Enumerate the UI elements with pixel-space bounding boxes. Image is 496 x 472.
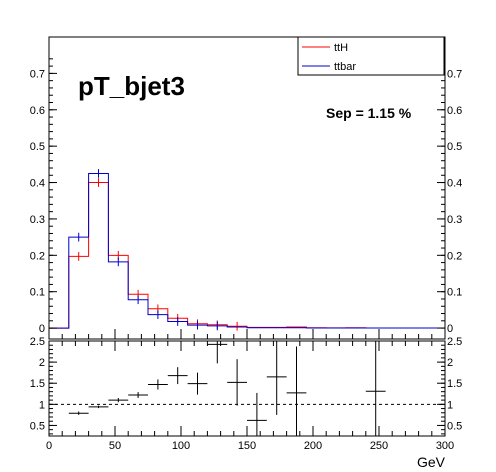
histogram-ttbar <box>49 172 446 329</box>
y-tick-label-left: 0 <box>39 323 45 335</box>
x-tick-label: 250 <box>370 440 388 452</box>
ratio-y-tick-label-left: 1 <box>39 399 45 411</box>
y-tick-label-right: 0.1 <box>447 287 462 299</box>
x-tick-label: 100 <box>172 440 190 452</box>
ratio-y-tick-label-left: 1.5 <box>30 378 45 390</box>
y-tick-label-left: 0.2 <box>30 250 45 262</box>
legend-box <box>297 36 445 76</box>
y-tick-label-left: 0.5 <box>30 141 45 153</box>
y-tick-label-right: 0.3 <box>447 214 462 226</box>
ratio-y-tick-label-left: 2 <box>39 357 45 369</box>
y-tick-label-left: 0.7 <box>30 68 45 80</box>
plot-title: pT_bjet3 <box>78 71 185 101</box>
y-tick-label-right: 0 <box>447 323 453 335</box>
ratio-points <box>68 341 386 436</box>
y-tick-label-right: 0.5 <box>447 141 462 153</box>
ratio-y-tick-label-right: 1.5 <box>447 378 462 390</box>
y-tick-label-right: 0.6 <box>447 105 462 117</box>
x-tick-label: 0 <box>46 440 52 452</box>
legend-label-tth: ttH <box>334 42 348 54</box>
x-tick-label: 50 <box>109 440 121 452</box>
ratio-y-tick-label-left: 2.5 <box>30 336 45 348</box>
x-tick-label: 150 <box>238 440 256 452</box>
ratio-y-tick-label-right: 2.5 <box>447 336 462 348</box>
y-tick-label-left: 0.3 <box>30 214 45 226</box>
y-tick-label-left: 0.4 <box>30 178 45 190</box>
x-tick-label: 300 <box>436 440 454 452</box>
y-tick-label-left: 0.6 <box>30 105 45 117</box>
legend: ttH ttbar <box>297 36 445 76</box>
top-histograms <box>49 169 446 331</box>
ratio-y-tick-label-left: 0.5 <box>30 420 45 432</box>
legend-label-ttbar: ttbar <box>334 61 356 73</box>
separation-annotation: Sep = 1.15 % <box>326 105 412 121</box>
top-axis-ticks: 0 0 0.1 0.1 0.2 0.2 0.3 0.3 0.4 0.4 0.5 0.5 0.6 0.6 0.… <box>30 58 462 339</box>
y-tick-label-right: 0.7 <box>447 68 462 80</box>
y-tick-label-left: 0.1 <box>30 287 45 299</box>
y-tick-label-right: 0.4 <box>447 178 462 190</box>
y-tick-label-right: 0.2 <box>447 250 462 262</box>
x-tick-label: 200 <box>304 440 322 452</box>
ratio-y-tick-label-right: 2 <box>447 357 453 369</box>
ratio-y-tick-label-right: 1 <box>447 399 453 411</box>
ratio-axis-ticks: 0.5 0.5 1 1 1.5 1.5 2 2 2.5 2.5 0 50 100 150 200 250 300 <box>30 336 463 452</box>
ratio-y-tick-label-right: 0.5 <box>447 420 462 432</box>
x-axis-label: GeV <box>417 454 446 470</box>
